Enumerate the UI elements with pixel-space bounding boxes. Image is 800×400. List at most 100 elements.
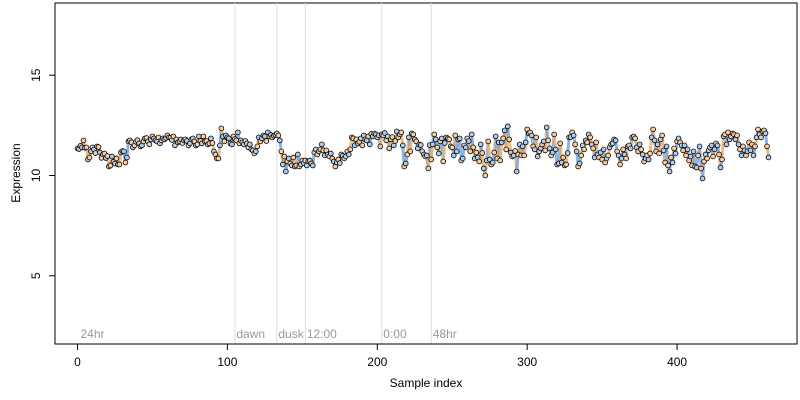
data-point — [441, 140, 448, 146]
data-point — [470, 144, 477, 151]
data-point — [489, 159, 496, 166]
data-point — [762, 130, 769, 137]
data-point — [663, 143, 670, 150]
plot-frame — [54, 2, 798, 345]
data-point — [319, 141, 325, 148]
data-point — [221, 138, 228, 145]
data-point — [747, 147, 754, 154]
data-point — [660, 147, 667, 154]
data-point — [405, 134, 412, 141]
x-tick-label: 0 — [74, 355, 81, 369]
data-point — [560, 154, 566, 161]
data-point — [347, 146, 354, 153]
data-point — [446, 136, 453, 143]
data-point — [627, 145, 634, 152]
trend-segment — [515, 152, 520, 173]
data-point — [328, 150, 334, 157]
data-point — [669, 159, 676, 166]
data-point — [719, 156, 725, 163]
data-point — [467, 148, 474, 155]
data-point — [533, 134, 539, 141]
data-point — [95, 144, 102, 150]
data-point — [578, 152, 584, 159]
x-tick-label: 200 — [367, 355, 387, 369]
data-point — [654, 141, 661, 148]
data-point — [666, 168, 673, 175]
data-point — [714, 142, 721, 149]
data-point — [704, 155, 710, 162]
data-point — [480, 165, 487, 172]
data-point — [551, 131, 557, 138]
data-point — [750, 152, 757, 159]
data-point — [107, 162, 114, 169]
data-point — [346, 151, 352, 158]
data-point — [617, 161, 623, 168]
data-point — [485, 138, 492, 145]
data-point — [600, 146, 607, 153]
data-point — [277, 137, 283, 144]
data-point — [671, 145, 677, 152]
data-point — [522, 139, 529, 146]
data-point — [196, 133, 202, 140]
data-point — [581, 146, 587, 153]
data-point — [645, 156, 652, 163]
x-tick-label: 100 — [217, 355, 237, 369]
section-label: dawn — [236, 327, 265, 341]
data-point — [513, 168, 520, 175]
data-points — [74, 123, 772, 182]
data-point — [717, 164, 724, 171]
data-point — [612, 137, 619, 144]
data-point — [280, 161, 286, 168]
data-point — [708, 142, 715, 149]
data-point — [587, 134, 593, 141]
data-point — [632, 135, 638, 142]
data-point — [698, 165, 704, 172]
y-tick-label: 5 — [29, 272, 43, 279]
data-point — [337, 160, 343, 166]
data-point — [200, 133, 207, 140]
data-point — [512, 148, 518, 154]
data-point — [381, 130, 388, 136]
y-axis: 5 10 15 — [29, 68, 56, 279]
data-point — [429, 141, 436, 148]
data-point — [283, 168, 289, 175]
data-point — [281, 153, 288, 160]
data-point — [425, 165, 432, 172]
data-point — [286, 155, 292, 162]
data-point — [764, 143, 770, 150]
data-point — [482, 172, 489, 179]
data-point — [468, 131, 475, 138]
data-point — [208, 135, 214, 142]
data-point — [584, 139, 590, 146]
data-point — [83, 144, 90, 151]
data-point — [695, 152, 701, 159]
data-point — [765, 154, 772, 161]
data-point — [386, 145, 393, 152]
data-point — [402, 160, 409, 167]
data-point — [521, 152, 527, 159]
data-point — [710, 153, 716, 160]
data-point — [407, 148, 414, 155]
data-point — [681, 142, 688, 149]
data-point — [476, 158, 483, 165]
data-point — [696, 143, 703, 150]
data-point — [456, 135, 463, 142]
data-point — [620, 146, 626, 153]
section-label: 24hr — [80, 327, 104, 341]
data-point — [503, 146, 509, 153]
data-point — [684, 146, 691, 153]
data-point — [86, 154, 93, 161]
section-label: dusk — [278, 327, 304, 341]
trend-segment — [498, 140, 504, 162]
data-point — [638, 146, 644, 153]
data-point — [665, 162, 671, 169]
data-point — [557, 140, 563, 147]
data-point — [290, 154, 297, 161]
data-point — [680, 147, 686, 154]
data-point — [434, 144, 441, 151]
data-point — [122, 159, 129, 166]
x-tick-label: 300 — [517, 355, 537, 369]
y-axis-label: Expression — [9, 143, 23, 202]
data-point — [752, 143, 758, 150]
